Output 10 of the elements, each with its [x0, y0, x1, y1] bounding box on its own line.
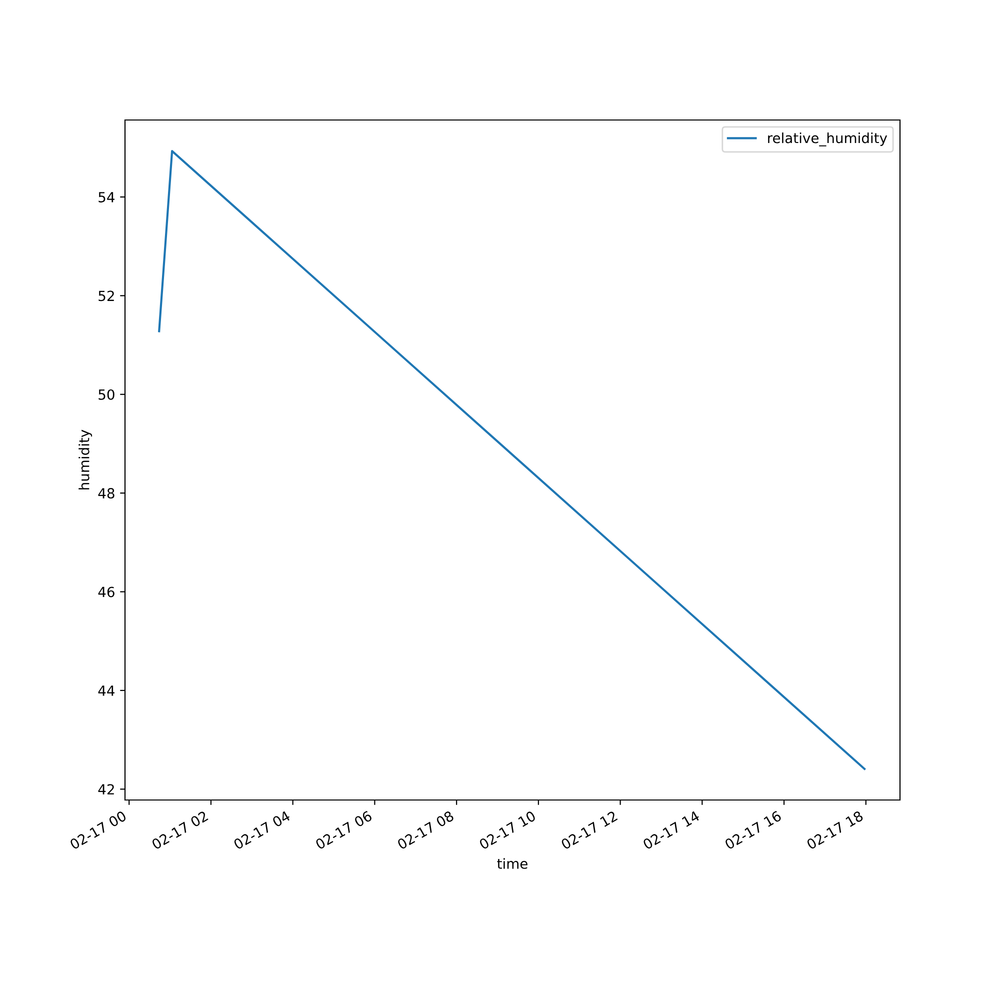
y-tick-label: 52 — [98, 290, 114, 302]
y-tick-label: 42 — [98, 784, 114, 794]
y-tick-label: 54 — [98, 192, 114, 202]
legend-label: relative_humidity — [768, 132, 888, 146]
y-axis-title: humidity — [78, 430, 92, 490]
y-tick-label: 44 — [98, 686, 114, 696]
x-axis-title: time — [497, 858, 528, 869]
y-tick-label: 50 — [98, 389, 114, 400]
y-tick-label: 48 — [98, 488, 114, 499]
y-tick-label: 46 — [98, 586, 114, 598]
